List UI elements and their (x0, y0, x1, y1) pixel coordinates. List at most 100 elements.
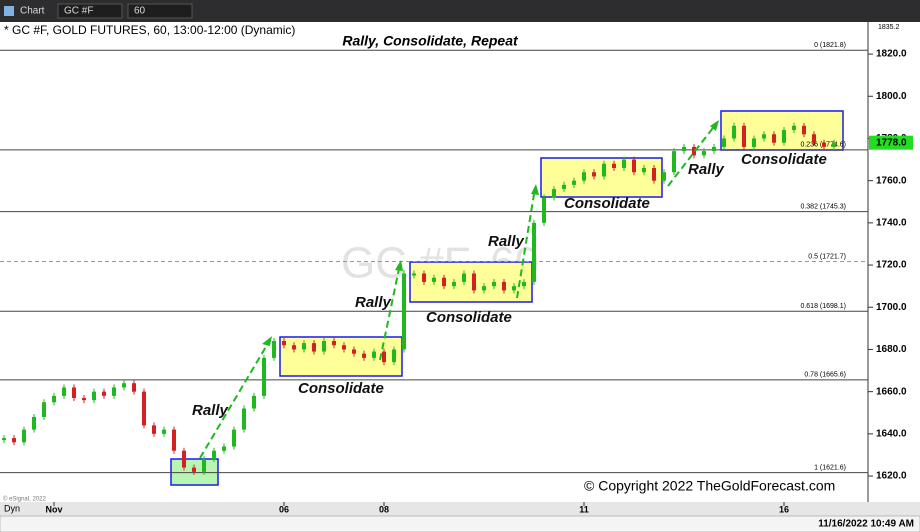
bar (662, 172, 666, 181)
bar (172, 429, 176, 451)
bar (472, 273, 476, 291)
arrowhead (710, 120, 719, 131)
bar (682, 146, 686, 152)
bar (212, 450, 216, 460)
annotation: Rally (688, 161, 725, 178)
bar (382, 351, 386, 363)
bar (92, 391, 96, 401)
arrowhead (395, 260, 403, 271)
bar (562, 184, 566, 190)
bar (62, 387, 66, 396)
subtitle: * GC #F, GOLD FUTURES, 60, 13:00-12:00 (… (4, 23, 295, 37)
interval[interactable]: 60 (134, 6, 146, 17)
bar (332, 341, 336, 346)
bar (22, 429, 26, 443)
arrow (379, 263, 401, 361)
symbol[interactable]: GC #F (64, 6, 93, 17)
bar (122, 383, 126, 388)
annotation: Consolidate (741, 151, 827, 168)
bar (812, 134, 816, 143)
bar (482, 286, 486, 291)
bar (732, 125, 736, 139)
bar (42, 402, 46, 417)
y-max-label: 1835.2 (878, 24, 900, 31)
statusbar (0, 515, 920, 532)
arrows (199, 123, 717, 459)
bar (342, 345, 346, 350)
chart-title: Rally, Consolidate, Repeat (342, 33, 519, 49)
fib-label: 0.382 (1745.3) (800, 204, 846, 211)
bar (392, 349, 396, 363)
bar (742, 125, 746, 147)
bar (352, 349, 356, 354)
annotation: Rally (192, 402, 229, 419)
bar (802, 125, 806, 135)
y-tick-label: 1800.0 (876, 91, 907, 102)
bar (272, 341, 276, 358)
arrow (667, 123, 717, 187)
bar (52, 395, 56, 403)
bar (102, 391, 106, 396)
bar (162, 429, 166, 434)
arrowhead (531, 184, 539, 195)
x-tick-label: 06 (279, 504, 289, 514)
annotation: Consolidate (564, 195, 650, 212)
annotation: Rally (488, 233, 525, 250)
bar (302, 343, 306, 350)
y-tick-label: 1660.0 (876, 386, 907, 397)
bar (762, 134, 766, 139)
fib-label: 0.5 (1721.7) (808, 253, 846, 260)
bar (192, 467, 196, 472)
arrow (516, 187, 536, 299)
bar (412, 273, 416, 276)
mode[interactable]: Dyn (4, 503, 20, 513)
timestamp: 11/16/2022 10:49 AM (818, 519, 914, 530)
copyright: © Copyright 2022 TheGoldForecast.com (584, 478, 835, 494)
bar (722, 138, 726, 147)
bar (322, 341, 326, 352)
symbol-box[interactable] (57, 3, 123, 19)
bar (492, 281, 496, 287)
app-name: Chart (20, 6, 45, 17)
bar (522, 281, 526, 287)
bar (502, 281, 506, 291)
arrowhead (262, 336, 272, 346)
zone-box (540, 157, 663, 198)
bar (512, 286, 516, 291)
bar (752, 138, 756, 147)
annotation: Consolidate (426, 309, 512, 326)
bar (252, 395, 256, 409)
time-axis (0, 502, 920, 516)
bar (672, 151, 676, 173)
bar (282, 341, 286, 346)
y-tick-label: 1640.0 (876, 428, 907, 439)
y-tick-label: 1720.0 (876, 260, 907, 271)
bar (152, 425, 156, 434)
zone-box (409, 261, 533, 303)
bar (442, 277, 446, 287)
source: © eSignal, 2022 (3, 496, 46, 503)
bar (362, 353, 366, 358)
bar (142, 391, 146, 426)
bar (312, 343, 316, 352)
arrowheads (262, 120, 719, 346)
y-tick-label: 1620.0 (876, 471, 907, 482)
annotation: Consolidate (298, 380, 384, 397)
interval-box[interactable] (127, 3, 193, 19)
app-icon (4, 6, 14, 16)
y-tick-label: 1680.0 (876, 344, 907, 355)
y-tick-label: 1700.0 (876, 302, 907, 313)
bar (12, 438, 16, 443)
bar (692, 146, 696, 156)
bar (82, 397, 86, 401)
bar (822, 142, 826, 147)
fib-label: 0 (1821.8) (814, 42, 846, 49)
bar (782, 130, 786, 143)
x-tick-label: 16 (779, 504, 789, 514)
bar (72, 387, 76, 398)
bar (602, 163, 606, 177)
bar (832, 142, 836, 147)
x-tick-label: 11 (579, 504, 589, 514)
